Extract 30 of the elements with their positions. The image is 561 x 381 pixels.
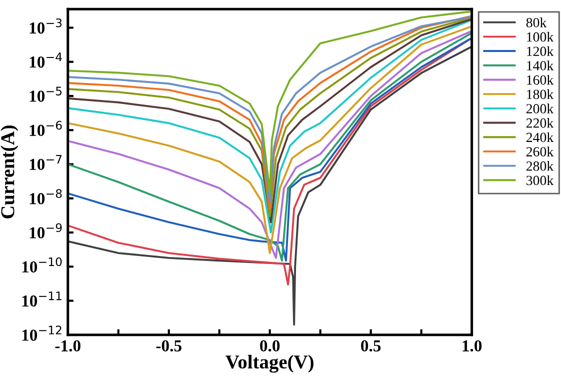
legend-label: 260k xyxy=(526,146,554,156)
line-series xyxy=(68,46,472,326)
y-axis-title: Current(A) xyxy=(0,126,18,218)
y-tick-label: 10$^{−11}$ xyxy=(22,292,62,307)
y-tick-label: 10$^{−9}$ xyxy=(30,223,62,238)
legend-label: 240k xyxy=(526,132,554,142)
y-tick-label: 10$^{−4}$ xyxy=(30,52,62,68)
legend-label: 180k xyxy=(527,89,554,100)
y-tick-label: 10$^{−3}$ xyxy=(30,18,62,34)
x-tick-label: 1.0 xyxy=(462,340,482,352)
legend-label: 120k xyxy=(527,46,554,56)
legend-label: 220k xyxy=(526,118,554,128)
y-tick-label: 10$^{−12}$ xyxy=(22,326,62,341)
y-tick-label: 10$^{−7}$ xyxy=(30,155,62,170)
legend-label: 80k xyxy=(526,18,547,28)
x-axis-title: Voltage(V) xyxy=(226,354,314,373)
legend-label: 280k xyxy=(526,161,554,171)
legend-label: 200k xyxy=(526,104,554,114)
legend-label: 100k xyxy=(527,32,554,42)
legend-label: 140k xyxy=(527,60,554,70)
y-tick-label: 10$^{−10}$ xyxy=(22,257,62,273)
y-tick-label: 10$^{−8}$ xyxy=(30,189,62,204)
x-tick-label: -1.0 xyxy=(55,340,80,352)
legend-label: 160k xyxy=(527,74,554,85)
legend-label: 300k xyxy=(526,175,554,186)
x-tick-label: 0.5 xyxy=(361,340,381,352)
y-tick-label: 10$^{−5}$ xyxy=(30,86,62,102)
y-tick-label: 10$^{−6}$ xyxy=(30,120,62,136)
x-tick-label: 0.0 xyxy=(260,340,280,352)
x-tick-label: -0.5 xyxy=(156,340,182,352)
